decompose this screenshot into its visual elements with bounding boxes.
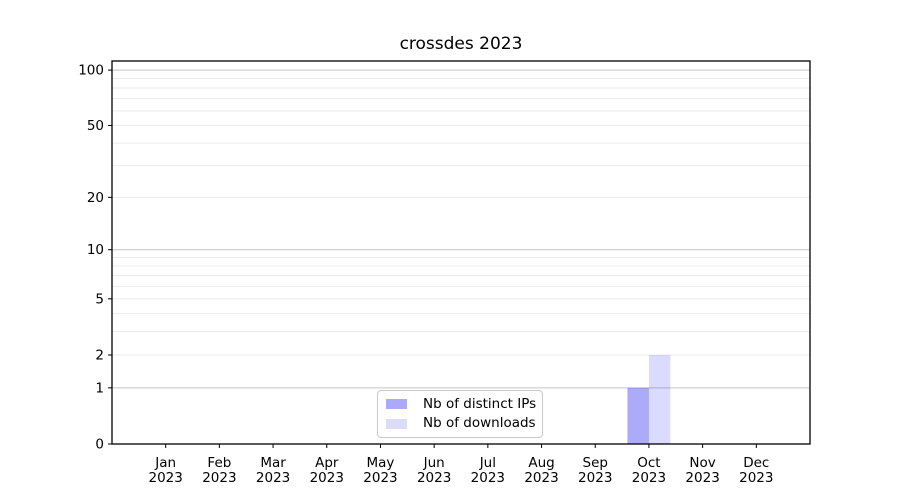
y-tick-label: 1 <box>95 380 104 396</box>
legend-item: Nb of downloads <box>385 414 536 433</box>
legend: Nb of distinct IPs Nb of downloads <box>377 390 543 438</box>
bar-nb-of-distinct-ips-oct-2023 <box>627 387 649 444</box>
x-tick-label-year: 2023 <box>524 470 558 486</box>
x-tick-label-year: 2023 <box>310 470 344 486</box>
y-tick-label: 2 <box>95 347 104 363</box>
x-tick-label-year: 2023 <box>417 470 451 486</box>
x-tick-label-month: May <box>367 455 395 471</box>
x-tick-label-month: Apr <box>315 455 339 471</box>
x-tick-label-year: 2023 <box>256 470 290 486</box>
x-tick-label-year: 2023 <box>578 470 612 486</box>
y-tick-label: 20 <box>87 190 104 206</box>
legend-item: Nb of distinct IPs <box>385 395 537 413</box>
x-tick-label-month: Aug <box>528 455 554 471</box>
x-tick-label-month: Sep <box>583 455 608 471</box>
x-tick-label-year: 2023 <box>471 470 505 486</box>
y-tick-label: 100 <box>78 63 104 79</box>
y-tick-label: 0 <box>95 437 104 453</box>
x-tick-label-year: 2023 <box>685 470 719 486</box>
y-tick-label: 5 <box>95 291 104 307</box>
x-tick-label-month: Nov <box>689 455 715 471</box>
x-tick-label-year: 2023 <box>149 470 183 486</box>
x-tick-label-month: Oct <box>637 455 660 471</box>
legend-label: Nb of downloads <box>423 414 536 431</box>
x-tick-label-month: Mar <box>260 455 286 471</box>
x-tick-label-month: Jan <box>154 455 176 471</box>
x-tick-label-month: Feb <box>207 455 231 471</box>
legend-label: Nb of distinct IPs <box>423 395 537 412</box>
x-tick-label-month: Dec <box>743 455 769 471</box>
bar-nb-of-downloads-oct-2023 <box>648 354 671 444</box>
legend-swatch <box>386 418 407 429</box>
x-tick-label-month: Jul <box>479 455 496 471</box>
x-tick-label-year: 2023 <box>632 470 666 486</box>
x-tick-label-year: 2023 <box>739 470 773 486</box>
x-tick-label-year: 2023 <box>363 470 397 486</box>
legend-swatch <box>386 399 407 410</box>
plot-border <box>111 60 811 445</box>
y-tick-label: 50 <box>87 118 104 134</box>
x-tick-label-year: 2023 <box>202 470 236 486</box>
y-tick-label: 10 <box>87 242 104 258</box>
chart-title: crossdes 2023 <box>399 34 523 54</box>
x-tick-label-month: Jun <box>423 455 445 471</box>
